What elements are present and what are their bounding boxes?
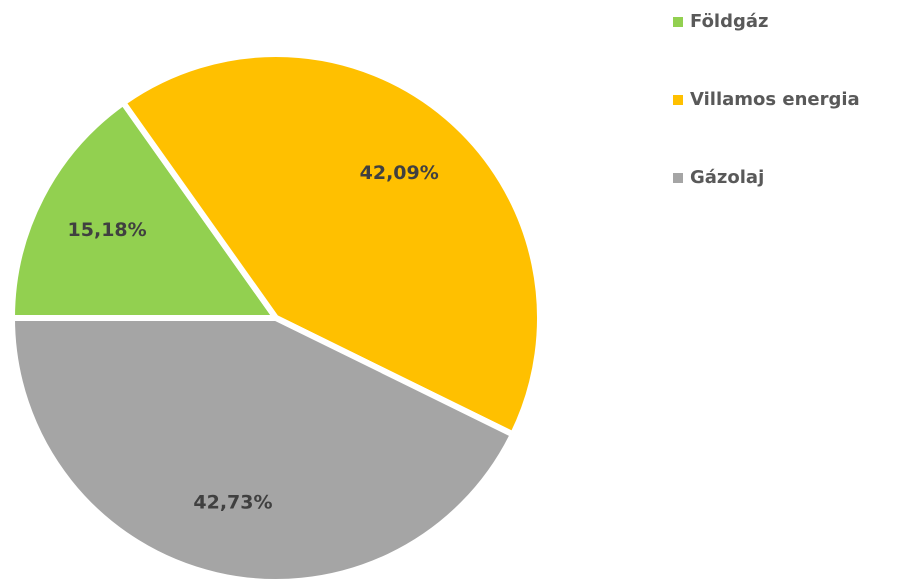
legend-label: Villamos energia — [690, 89, 860, 110]
data-label: 42,09% — [360, 162, 439, 184]
pie-slice — [9, 99, 279, 321]
data-label: 15,18% — [68, 219, 147, 241]
legend-marker — [673, 173, 683, 183]
legend-label: Gázolaj — [690, 167, 764, 188]
pie-slice — [120, 51, 543, 438]
pie-slice — [9, 315, 516, 584]
legend-marker — [673, 17, 683, 27]
legend-label: Földgáz — [690, 11, 769, 32]
legend-marker — [673, 95, 683, 105]
data-label: 42,73% — [193, 492, 272, 514]
